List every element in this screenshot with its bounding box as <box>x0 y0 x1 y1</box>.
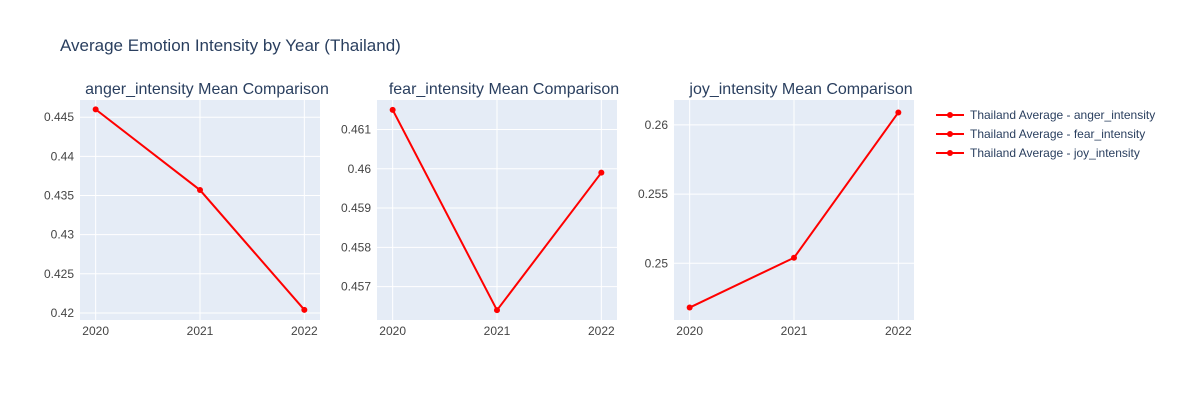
y-tick-label: 0.25 <box>645 256 669 270</box>
data-point[interactable] <box>686 304 693 311</box>
y-tick-label: 0.43 <box>51 228 75 242</box>
legend-item[interactable]: Thailand Average - joy_intensity <box>936 146 1140 160</box>
y-tick-label: 0.435 <box>44 189 74 203</box>
y-tick-label: 0.445 <box>44 110 74 124</box>
y-tick-label: 0.255 <box>638 187 668 201</box>
legend-marker <box>947 131 953 137</box>
legend[interactable]: Thailand Average - anger_intensity Thaila… <box>936 108 1155 160</box>
y-tick-label: 0.26 <box>645 118 669 132</box>
x-tick-label: 2022 <box>291 324 318 338</box>
data-point[interactable] <box>791 254 797 261</box>
x-tick-label: 2020 <box>676 324 703 338</box>
subplot-2: 0.457 0.458 0.459 0.46 0.461 2020 2021 2022 fear… <box>341 81 619 338</box>
legend-label: Thailand Average - fear_intensity <box>970 127 1145 141</box>
subplot-3: 0.25 0.255 0.26 2020 2021 2022 joy_intensity M… <box>638 81 914 338</box>
figure-title: Average Emotion Intensity by Year (Thail… <box>60 36 401 55</box>
x-tick-label: 2022 <box>588 324 615 338</box>
data-point[interactable] <box>92 106 99 113</box>
x-tick-label: 2021 <box>484 324 511 338</box>
y-tick-label: 0.42 <box>51 306 75 320</box>
data-point[interactable] <box>494 307 500 314</box>
y-tick-label: 0.425 <box>44 267 74 281</box>
subplot-title: joy_intensity Mean Comparison <box>688 81 912 98</box>
subplots: 0.42 0.425 0.43 0.435 0.44 0.445 2020 2021 2022 a… <box>44 81 914 338</box>
y-tick-label: 0.461 <box>341 122 371 136</box>
y-tick-label: 0.44 <box>51 149 75 163</box>
subplot-title: fear_intensity Mean Comparison <box>389 81 619 98</box>
x-tick-label: 2021 <box>187 324 214 338</box>
data-point[interactable] <box>389 106 396 113</box>
y-tick-label: 0.458 <box>341 240 371 254</box>
legend-item[interactable]: Thailand Average - anger_intensity <box>936 108 1155 122</box>
x-tick-label: 2020 <box>82 324 109 338</box>
data-point[interactable] <box>598 169 605 176</box>
data-point[interactable] <box>197 187 203 194</box>
y-tick-label: 0.457 <box>341 280 371 294</box>
legend-label: Thailand Average - joy_intensity <box>970 146 1140 160</box>
subplot-1: 0.42 0.425 0.43 0.435 0.44 0.445 2020 2021 2022 a… <box>44 81 329 338</box>
legend-marker <box>947 112 953 118</box>
x-tick-label: 2021 <box>781 324 808 338</box>
legend-marker <box>947 150 953 156</box>
subplot-title: anger_intensity Mean Comparison <box>85 81 329 98</box>
legend-label: Thailand Average - anger_intensity <box>970 108 1155 122</box>
legend-item[interactable]: Thailand Average - fear_intensity <box>936 127 1145 141</box>
data-point[interactable] <box>895 109 902 116</box>
y-tick-label: 0.46 <box>348 162 372 176</box>
x-tick-label: 2022 <box>885 324 912 338</box>
x-tick-label: 2020 <box>379 324 406 338</box>
y-tick-label: 0.459 <box>341 201 371 215</box>
data-point[interactable] <box>301 306 308 313</box>
